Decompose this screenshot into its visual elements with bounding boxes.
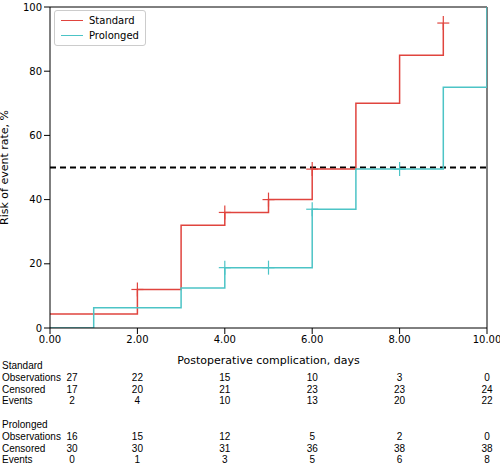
svg-text:40: 40 xyxy=(29,194,42,205)
html-text:2: 2 xyxy=(69,395,75,407)
html-text:10: 10 xyxy=(306,371,318,383)
html-text:38: 38 xyxy=(394,442,406,454)
html-text:36: 36 xyxy=(306,442,318,454)
svg-text:8.00: 8.00 xyxy=(388,334,410,345)
html-text:38: 38 xyxy=(481,442,493,454)
svg-text:Postoperative complication, da: Postoperative complication, days xyxy=(177,354,360,366)
html-text:20: 20 xyxy=(394,395,406,407)
html-text:Prolonged: Prolonged xyxy=(89,30,139,41)
svg-text:60: 60 xyxy=(29,130,42,141)
html-text:16: 16 xyxy=(66,430,78,442)
svg-text:6.00: 6.00 xyxy=(301,334,323,345)
html-text:3: 3 xyxy=(222,454,228,466)
html-text:27: 27 xyxy=(66,371,78,383)
html-text:22: 22 xyxy=(131,371,143,383)
html-text:23: 23 xyxy=(306,383,318,395)
html-text:12: 12 xyxy=(219,430,231,442)
html-text:Events: Events xyxy=(2,395,33,407)
svg-text:0.00: 0.00 xyxy=(39,334,61,345)
html-text:Prolonged: Prolonged xyxy=(2,419,48,430)
html-text:3: 3 xyxy=(396,371,403,383)
html-text:Standard: Standard xyxy=(2,360,43,371)
html-text:4: 4 xyxy=(134,395,141,407)
svg-text:10.00: 10.00 xyxy=(473,334,492,345)
html-text:8: 8 xyxy=(484,454,490,466)
html-text:21: 21 xyxy=(219,383,231,395)
html-text:2: 2 xyxy=(396,430,403,442)
html-text:23: 23 xyxy=(394,383,406,395)
html-text:0: 0 xyxy=(484,430,490,442)
html-text:Censored: Censored xyxy=(2,383,46,395)
html-text:Observations: Observations xyxy=(2,430,61,442)
html-text:Censored: Censored xyxy=(2,442,46,454)
svg-text:100: 100 xyxy=(23,2,42,13)
html-text:Observations: Observations xyxy=(2,371,61,383)
html-text:Events: Events xyxy=(2,454,33,466)
html-text:0: 0 xyxy=(484,371,490,383)
html-text:17: 17 xyxy=(66,383,78,395)
html-text:6: 6 xyxy=(396,454,403,466)
svg-text:2.00: 2.00 xyxy=(126,334,148,345)
svg-text:Risk of event rate, %: Risk of event rate, % xyxy=(8,110,11,225)
svg-text:20: 20 xyxy=(29,258,42,269)
svg-text:4.00: 4.00 xyxy=(214,334,236,345)
html-text:13: 13 xyxy=(306,395,318,407)
html-text:20: 20 xyxy=(131,383,143,395)
html-text:0: 0 xyxy=(69,454,75,466)
html-text:10: 10 xyxy=(219,395,231,407)
html-text:22: 22 xyxy=(481,395,493,407)
html-text:15: 15 xyxy=(131,430,143,442)
svg-text:0: 0 xyxy=(36,323,42,334)
html-text:5: 5 xyxy=(309,454,315,466)
html-text:5: 5 xyxy=(309,430,315,442)
html-text:1: 1 xyxy=(134,454,141,466)
html-text:31: 31 xyxy=(219,442,231,454)
html-text:Standard: Standard xyxy=(89,15,135,26)
html-text:15: 15 xyxy=(219,371,231,383)
html-text:30: 30 xyxy=(66,442,78,454)
html-text:30: 30 xyxy=(131,442,143,454)
svg-text:80: 80 xyxy=(29,66,42,77)
html-text:24: 24 xyxy=(481,383,493,395)
